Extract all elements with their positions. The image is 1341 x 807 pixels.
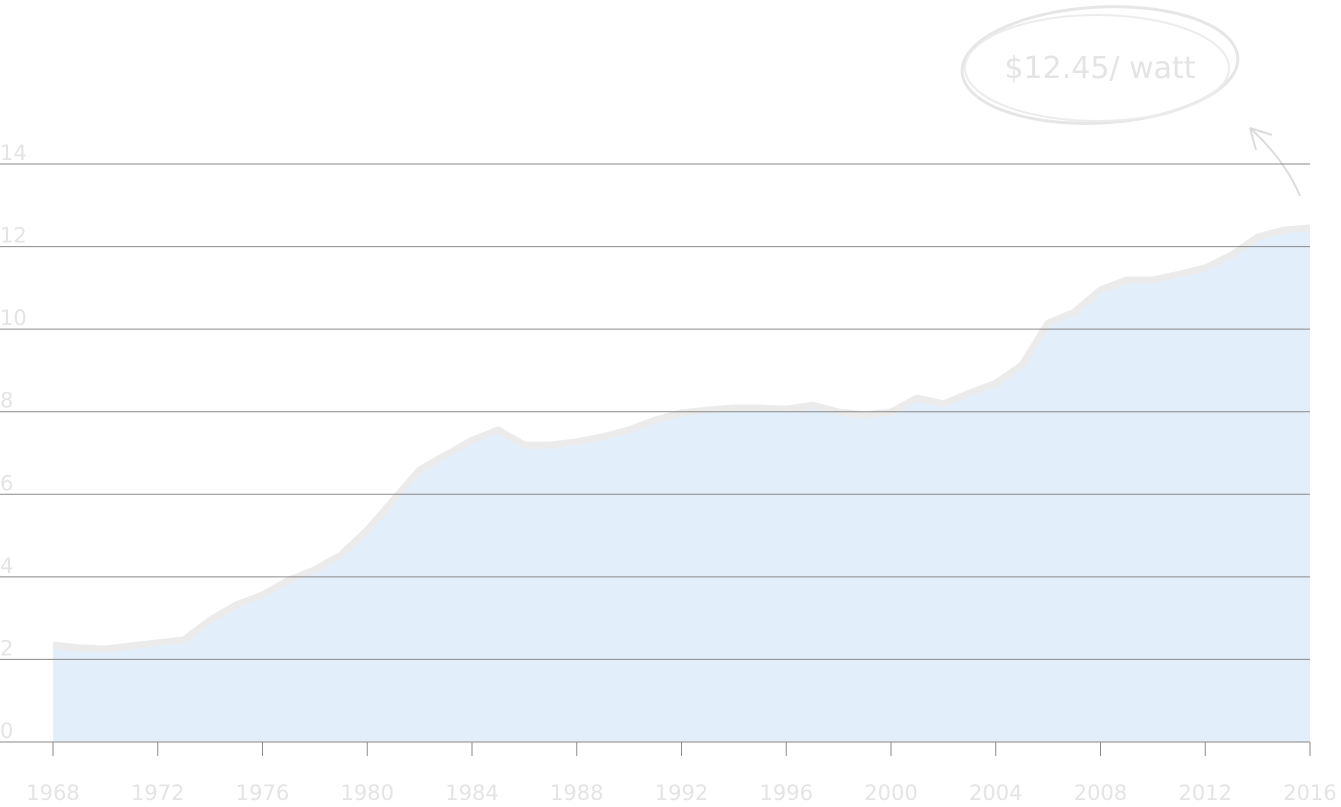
x-tick-label: 1972 [131, 781, 184, 805]
x-tick-label: 1980 [341, 781, 394, 805]
x-tick-label: 2004 [969, 781, 1022, 805]
x-tick-label: 1976 [236, 781, 289, 805]
y-tick-label: 6 [0, 471, 13, 495]
x-tick-label: 1984 [445, 781, 498, 805]
x-tick-label: 1988 [550, 781, 603, 805]
area [53, 227, 1310, 742]
x-tick-label: 1996 [760, 781, 813, 805]
x-tick-label: 2008 [1074, 781, 1127, 805]
annotation-ellipse [964, 14, 1230, 122]
x-tick-label: 2000 [864, 781, 917, 805]
x-tick-label: 2016 [1283, 781, 1336, 805]
y-tick-label: 14 [0, 141, 27, 165]
y-tick-label: 0 [0, 719, 13, 743]
annotation: $12.45/ watt [1004, 51, 1195, 86]
x-tick-label: 2012 [1179, 781, 1232, 805]
annotation-arrow [1249, 127, 1301, 197]
y-tick-label: 2 [0, 636, 13, 660]
y-tick-label: 10 [0, 306, 27, 330]
line [52, 224, 1311, 653]
x-tick-label: 1968 [26, 781, 79, 805]
y-tick-label: 12 [0, 224, 27, 248]
annotation-ellipse [960, 5, 1240, 125]
x-tick-label: 1992 [655, 781, 708, 805]
y-tick-label: 4 [0, 554, 13, 578]
y-tick-label: 8 [0, 389, 13, 413]
